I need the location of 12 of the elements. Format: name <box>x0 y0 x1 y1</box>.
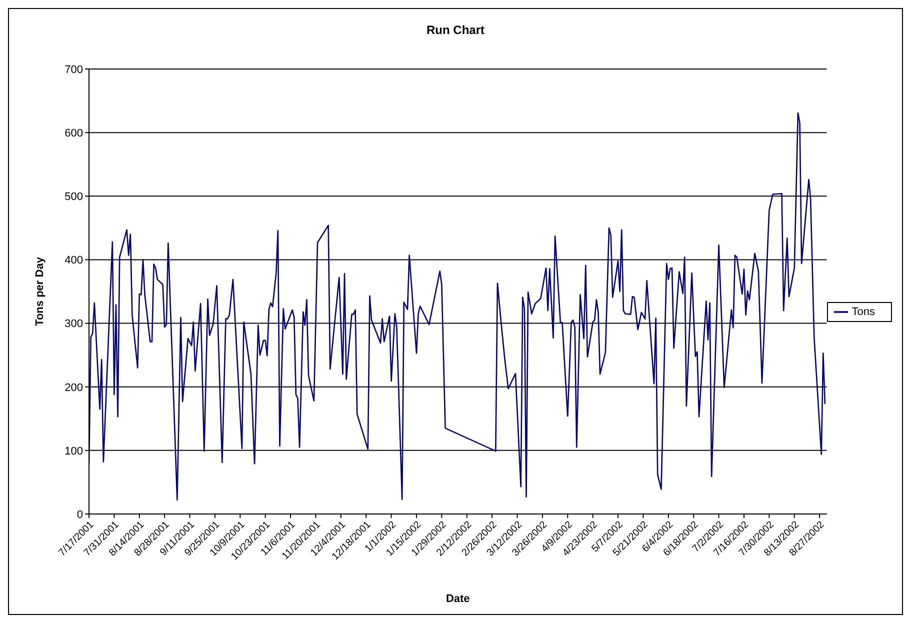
x-axis-title: Date <box>446 593 470 605</box>
legend-label: Tons <box>852 305 875 318</box>
y-tick-label: 0 <box>76 508 83 521</box>
y-tick-label: 700 <box>64 64 83 76</box>
y-tick-label: 100 <box>64 445 83 458</box>
y-tick-label: 500 <box>64 191 83 204</box>
chart-title: Run Chart <box>426 23 486 37</box>
y-tick-label: 400 <box>64 254 83 267</box>
y-tick-label: 600 <box>64 127 83 140</box>
y-tick-label: 200 <box>64 382 83 394</box>
y-axis-title: Tons per Day <box>34 256 46 326</box>
y-tick-label: 300 <box>64 318 83 330</box>
